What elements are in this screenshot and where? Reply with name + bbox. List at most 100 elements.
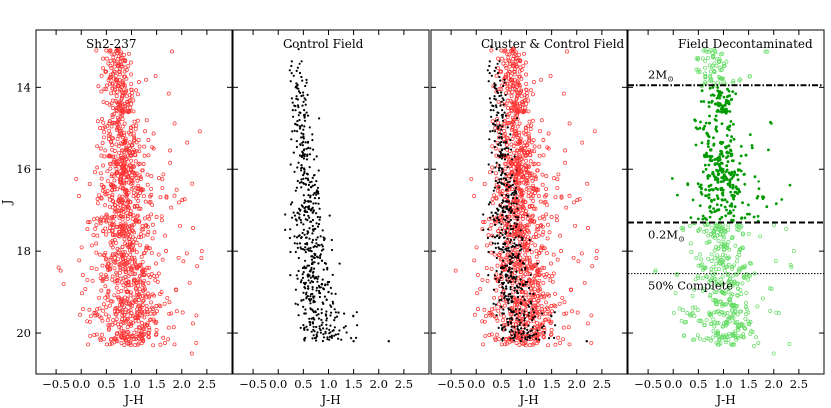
data-point <box>549 261 553 266</box>
data-point <box>482 220 487 225</box>
data-point <box>507 59 512 64</box>
data-point <box>309 323 312 326</box>
data-point <box>713 163 717 167</box>
data-point <box>774 202 778 206</box>
data-point <box>142 153 147 158</box>
data-point <box>536 233 541 238</box>
data-point <box>315 222 318 225</box>
data-point <box>91 217 96 222</box>
data-point <box>542 294 547 299</box>
data-point <box>741 265 746 270</box>
data-point <box>563 160 568 165</box>
data-point <box>141 233 146 238</box>
data-point <box>504 93 507 96</box>
data-point <box>108 74 113 79</box>
data-point <box>309 276 312 279</box>
data-point <box>721 154 725 158</box>
data-point <box>484 266 489 271</box>
data-point <box>113 86 118 91</box>
data-point <box>526 131 531 136</box>
data-point <box>105 169 110 174</box>
data-point <box>298 181 301 184</box>
decon-faint-points <box>653 47 794 348</box>
data-point <box>99 288 104 293</box>
data-point <box>585 181 590 186</box>
data-point <box>515 158 520 163</box>
data-point <box>181 259 186 264</box>
data-point <box>511 252 514 255</box>
data-point <box>302 194 305 197</box>
data-point <box>107 303 112 308</box>
data-point <box>110 188 114 193</box>
data-point <box>123 214 128 219</box>
data-point <box>520 214 525 218</box>
data-point <box>706 240 711 245</box>
data-point <box>129 212 134 217</box>
data-point <box>137 292 142 297</box>
data-point <box>108 166 113 171</box>
data-point <box>515 171 520 176</box>
data-point <box>291 201 294 204</box>
data-point <box>300 132 303 135</box>
data-point <box>116 126 121 131</box>
data-point <box>110 135 114 140</box>
data-point <box>146 138 151 142</box>
data-point <box>713 235 717 240</box>
data-point <box>520 248 523 251</box>
data-point <box>135 189 140 194</box>
data-point <box>319 329 322 332</box>
data-point <box>738 162 742 165</box>
data-point <box>305 111 308 114</box>
data-point <box>760 296 765 301</box>
data-point <box>180 198 185 202</box>
data-point <box>493 171 498 176</box>
data-point <box>301 144 304 147</box>
data-point <box>113 77 118 82</box>
data-point <box>503 161 507 166</box>
data-point <box>317 202 320 205</box>
data-point <box>508 330 511 333</box>
data-point <box>518 74 522 79</box>
data-point <box>515 202 518 205</box>
data-point <box>115 278 120 282</box>
data-point <box>87 319 92 324</box>
data-point <box>729 139 733 143</box>
data-point <box>509 218 512 222</box>
data-point <box>199 249 204 254</box>
data-point <box>303 167 306 170</box>
data-point <box>544 251 549 256</box>
data-point <box>123 140 128 145</box>
data-point <box>298 118 301 122</box>
data-point <box>313 252 316 255</box>
data-point <box>534 187 539 192</box>
data-point <box>130 223 134 228</box>
data-point <box>694 143 698 147</box>
data-point <box>98 221 103 226</box>
data-point <box>300 178 303 181</box>
data-point <box>541 312 544 315</box>
data-point <box>110 194 114 199</box>
data-point <box>692 313 697 318</box>
data-point <box>720 324 725 329</box>
data-point <box>301 273 304 276</box>
data-point <box>515 141 520 146</box>
data-point <box>513 114 518 119</box>
data-point <box>489 130 492 133</box>
data-point <box>538 129 542 134</box>
data-point <box>540 321 545 326</box>
data-point <box>713 210 716 214</box>
data-point <box>513 185 518 190</box>
data-point <box>532 264 537 269</box>
data-point <box>501 314 506 319</box>
data-point <box>711 317 716 322</box>
data-point <box>124 281 129 285</box>
data-point <box>171 325 176 330</box>
data-point <box>523 308 528 313</box>
data-point <box>298 127 302 130</box>
data-point <box>705 131 709 135</box>
data-point <box>730 202 734 206</box>
data-point <box>93 313 98 318</box>
data-point <box>306 243 309 246</box>
data-point <box>125 335 130 340</box>
data-point <box>519 194 524 199</box>
